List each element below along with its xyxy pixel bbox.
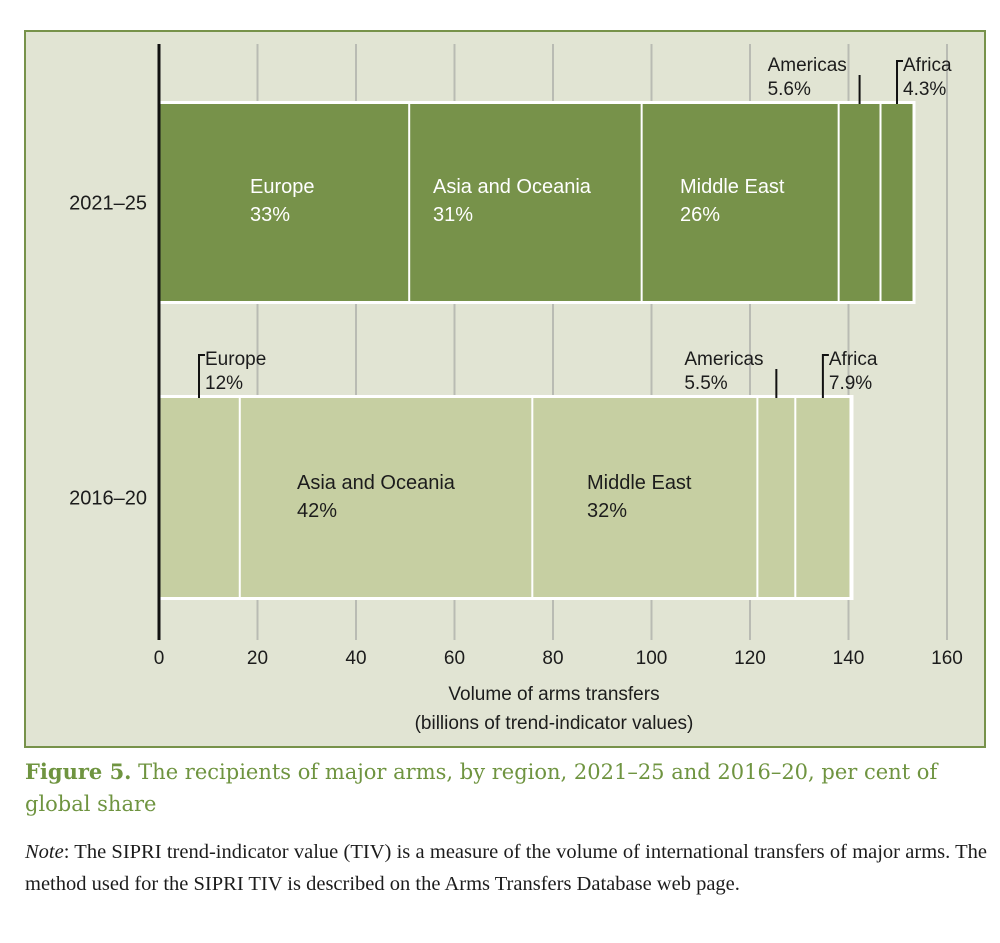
segment-share-label: 33% [250,204,290,226]
category-labels: 2021–25 2016–20 [69,193,147,510]
callout-share-label: 7.9% [829,373,872,394]
segment-share-label: 26% [680,204,720,226]
callout-leader [896,60,904,104]
callout-share-label: 4.3% [903,79,946,100]
callout-region-label: Americas [768,55,847,76]
callout-share-label: 12% [205,373,243,394]
segment-region-label: Middle East [587,472,692,494]
x-tick-label-60: 60 [444,648,465,669]
callout-region-label: Africa [829,349,878,370]
bar-segment [881,104,913,301]
figure-caption-text: The recipients of major arms, by region,… [25,760,938,816]
callout-share-label: 5.6% [768,79,811,100]
callout-leader [198,354,205,398]
x-axis-title: Volume of arms transfers [448,684,659,705]
callout-region-label: Americas [684,349,763,370]
bar-segments [160,101,916,600]
bar-segment [410,104,641,301]
figure-note-label: Note [25,841,64,863]
segment-share-label: 42% [297,500,337,522]
x-tick-label-0: 0 [154,648,165,669]
figure-caption: Figure 5. The recipients of major arms, … [25,756,985,820]
segment-region-label: Middle East [680,176,785,198]
callout-share-label: 5.5% [684,373,727,394]
bar-segment [758,398,795,597]
callout-region-label: Europe [205,349,266,370]
callout-region-label: Africa [903,55,952,76]
x-tick-label-80: 80 [542,648,563,669]
x-tick-label-140: 140 [833,648,865,669]
bar-segment [642,104,838,301]
bar-segment [839,104,880,301]
category-label: 2016–20 [69,488,147,510]
bar-segment [240,398,532,597]
x-tick-label-160: 160 [931,648,963,669]
figure-caption-label: Figure 5. [25,759,132,784]
segment-share-label: 32% [587,500,627,522]
figure-note-text: : The SIPRI trend-indicator value (TIV) … [25,841,987,895]
x-tick-label-40: 40 [345,648,366,669]
segment-share-label: 31% [433,204,473,226]
segment-region-label: Asia and Oceania [297,472,456,494]
segment-region-label: Europe [250,176,315,198]
bar-segment [796,398,850,597]
category-label: 2021–25 [69,193,147,215]
bar-segment [160,398,239,597]
callout-leader [821,354,829,398]
x-tick-label-100: 100 [636,648,668,669]
x-tick-label-20: 20 [247,648,268,669]
figure-note: Note: The SIPRI trend-indicator value (T… [25,836,987,900]
x-axis-subtitle: (billions of trend-indicator values) [415,713,694,734]
segment-region-label: Asia and Oceania [433,176,592,198]
x-tick-labels: 0 20 40 60 80 100 120 140 160 [154,648,963,669]
bar-segment [160,104,409,301]
segment-labels: Europe 33% Asia and Oceania 31% Middle East 2… [198,55,952,522]
x-tick-label-120: 120 [734,648,766,669]
bar-segment [533,398,757,597]
stacked-bar-chart: Europe 33% Asia and Oceania 31% Middle East 2… [69,44,963,734]
